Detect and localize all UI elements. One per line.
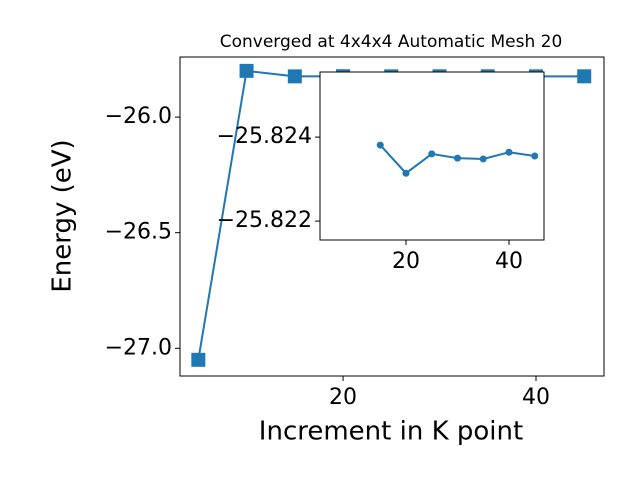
- marker: [479, 155, 487, 163]
- marker: [287, 69, 302, 84]
- x-tick-label: 20: [392, 249, 420, 274]
- marker: [577, 69, 592, 84]
- marker: [428, 150, 436, 158]
- marker: [505, 148, 513, 156]
- marker: [239, 63, 254, 78]
- chart-title: Converged at 4x4x4 Automatic Mesh 20: [220, 32, 563, 52]
- y-tick-label: −26.5: [105, 220, 172, 245]
- marker: [191, 352, 206, 367]
- plot-frame: [179, 56, 605, 377]
- marker: [531, 152, 539, 160]
- y-axis-label: Energy (eV): [48, 139, 78, 292]
- y-tick-label: −27.0: [105, 335, 172, 360]
- marker: [376, 141, 384, 149]
- marker: [453, 154, 461, 162]
- y-tick-label: −25.822: [217, 208, 312, 233]
- x-tick-label: 20: [329, 385, 357, 410]
- x-axis-label: Increment in K point: [259, 417, 523, 447]
- plot-frame: [319, 71, 545, 241]
- x-tick-label: 40: [495, 249, 523, 274]
- y-tick-label: −26.0: [105, 104, 172, 129]
- y-tick-label: −25.824: [217, 124, 312, 149]
- x-tick-label: 40: [522, 385, 550, 410]
- series-group: [376, 141, 539, 177]
- marker: [402, 169, 410, 177]
